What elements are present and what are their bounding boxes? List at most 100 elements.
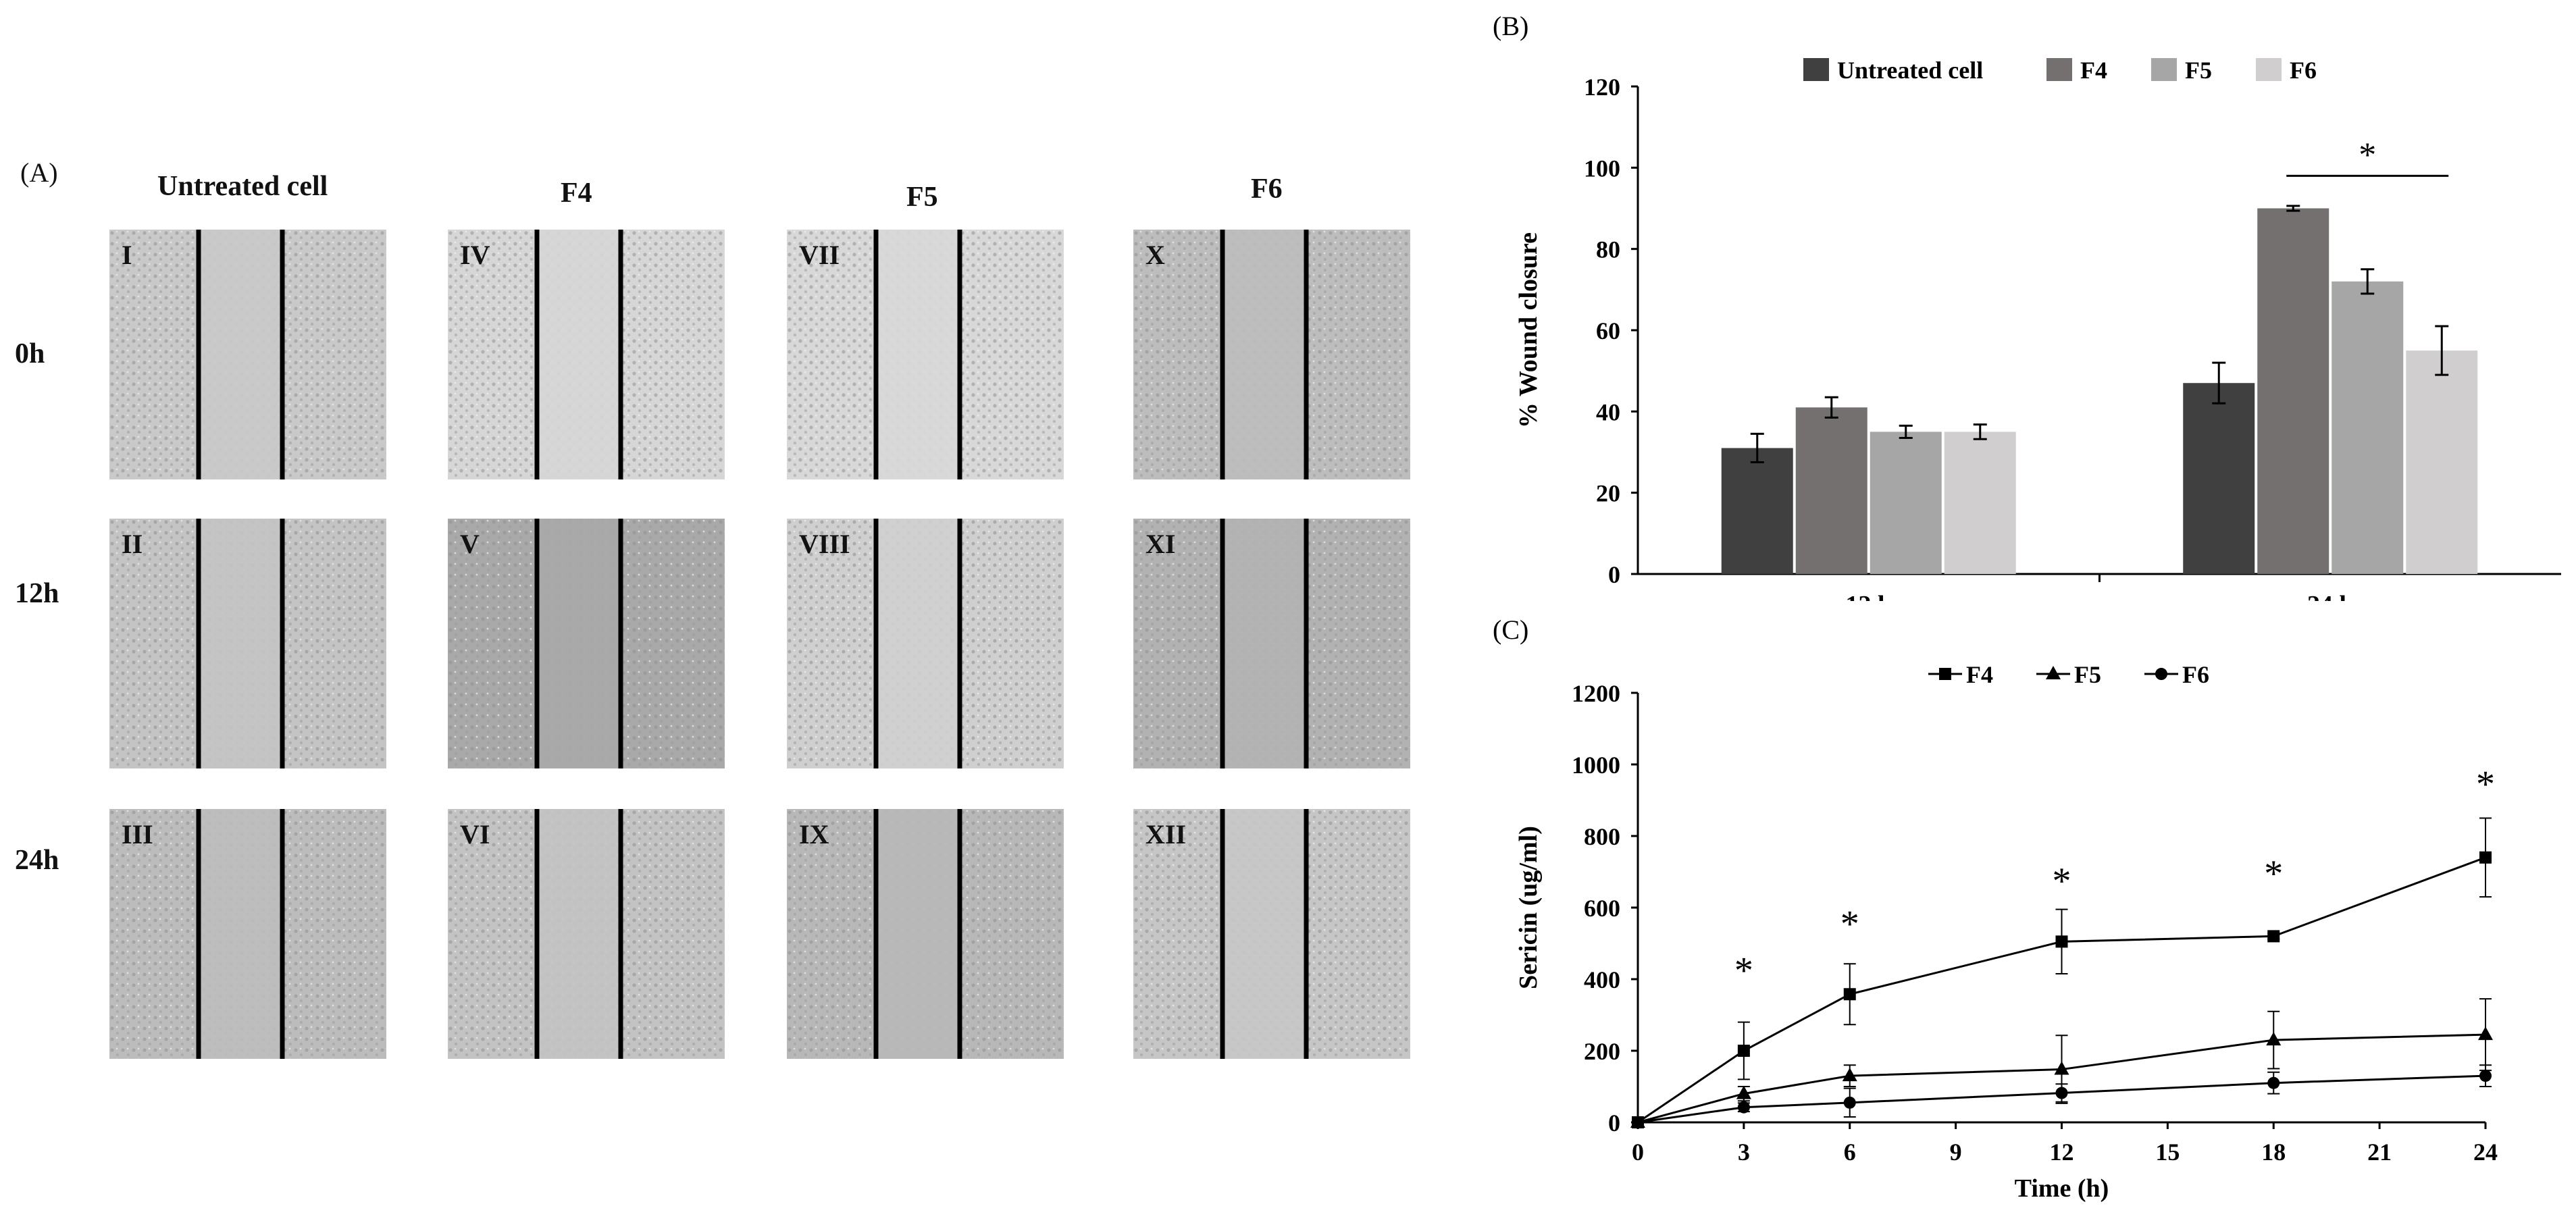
micrograph-label: IV xyxy=(460,240,490,270)
micrograph-iii: III xyxy=(109,809,386,1059)
data-point xyxy=(1737,1045,1750,1057)
series-line-f6 xyxy=(1637,1074,2486,1124)
micrograph-label: VIII xyxy=(799,529,850,559)
legend-label: F5 xyxy=(2074,661,2101,688)
micrograph-image xyxy=(787,519,1064,768)
data-point xyxy=(2478,1026,2493,1041)
data-point xyxy=(2054,1061,2069,1075)
legend-swatch xyxy=(2256,58,2282,81)
micrograph-image xyxy=(448,809,725,1059)
x-axis-title: Time (h) xyxy=(2015,1174,2109,1203)
chart-b-wound-closure: (B) 0 20 40 60 80 100 120 % Wound closure 12 h 24 … xyxy=(1493,11,2561,601)
legend-marker xyxy=(2155,668,2167,680)
legend-marker xyxy=(1939,668,1951,680)
micrograph-label: XII xyxy=(1145,819,1187,850)
y-tick-label: 80 xyxy=(1596,236,1620,263)
chart-c-sericin-release: (C) 0 200 400 600 800 1000 1200 0 3 6 9 12 15 18 21 24 Se… xyxy=(1493,615,2498,1203)
micrograph-label: II xyxy=(122,529,143,559)
bar xyxy=(2183,383,2255,574)
x-tick-label: 15 xyxy=(2155,1139,2180,1166)
y-tick-label: 1200 xyxy=(1572,680,1620,707)
micrograph-label: IX xyxy=(799,819,829,850)
y-tick-label: 800 xyxy=(1584,823,1620,850)
data-point xyxy=(2055,1087,2068,1099)
scratch-gap xyxy=(199,519,282,768)
significance-star: * xyxy=(2053,860,2071,902)
column-label-untreated: Untreated cell xyxy=(157,171,328,202)
bar xyxy=(2257,208,2329,574)
micrograph-v: V xyxy=(448,519,725,768)
data-point xyxy=(1842,1068,1857,1082)
column-label-f5: F5 xyxy=(906,182,938,213)
micrograph-label: X xyxy=(1145,240,1165,270)
x-tick-label: 12 h xyxy=(1845,591,1892,601)
y-axis-title: % Wound closure xyxy=(1514,232,1543,428)
legend-label: F5 xyxy=(2185,57,2212,84)
panel-a: (A) Untreated cell F4 F5 F6 0h 12h 24h I… xyxy=(15,157,1410,1059)
row-label-24h: 24h xyxy=(15,845,59,876)
micrograph-x: X xyxy=(1133,230,1410,479)
x-tick-label: 6 xyxy=(1844,1139,1856,1166)
x-tick-label: 18 xyxy=(2261,1139,2286,1166)
bar xyxy=(1944,432,2016,574)
scratch-gap xyxy=(199,230,282,479)
data-point xyxy=(2266,1032,2282,1046)
micrograph-label: VI xyxy=(460,819,490,850)
micrograph-image xyxy=(109,809,386,1059)
x-tick-label: 0 xyxy=(1632,1139,1644,1166)
micrograph-vi: VI xyxy=(448,809,725,1059)
y-tick-label: 0 xyxy=(1608,561,1620,588)
bar xyxy=(2406,350,2478,574)
panel-b-letter: (B) xyxy=(1493,11,1528,41)
x-tick-label: 24 h xyxy=(2307,591,2354,601)
micrograph-viii: VIII xyxy=(787,519,1064,768)
y-tick-label: 1000 xyxy=(1572,752,1620,779)
bar xyxy=(2332,281,2404,574)
data-point xyxy=(1632,1116,1644,1128)
data-point xyxy=(2479,1070,2492,1082)
y-tick-label: 600 xyxy=(1584,895,1620,922)
scratch-gap xyxy=(199,809,282,1059)
data-point xyxy=(1843,1096,1856,1109)
y-tick-label: 400 xyxy=(1584,966,1620,993)
micrograph-image xyxy=(1133,230,1410,479)
data-point xyxy=(1736,1085,1751,1099)
data-point xyxy=(1843,988,1856,1001)
legend-marker xyxy=(2046,666,2061,679)
y-tick-label: 40 xyxy=(1596,398,1620,425)
column-label-f4: F4 xyxy=(561,178,592,209)
x-tick-label: 12 xyxy=(2050,1139,2074,1166)
data-point xyxy=(2267,930,2280,943)
legend-label: Untreated cell xyxy=(1837,57,1983,84)
y-tick-label: 100 xyxy=(1584,155,1620,182)
data-point xyxy=(2055,935,2068,948)
x-tick-label: 3 xyxy=(1738,1139,1750,1166)
legend-label: F4 xyxy=(2080,57,2107,84)
micrograph-label: XI xyxy=(1145,529,1176,559)
x-tick-label: 21 xyxy=(2367,1139,2392,1166)
legend-swatch xyxy=(2151,58,2177,81)
micrograph-ix: IX xyxy=(787,809,1064,1059)
series-line-f4 xyxy=(1637,856,2486,1124)
micrograph-label: VII xyxy=(799,240,840,270)
bar xyxy=(1795,407,1867,574)
micrograph-i: I xyxy=(109,230,386,479)
micrograph-iv: IV xyxy=(448,230,725,479)
legend-swatch xyxy=(1803,58,1829,81)
legend-label: F6 xyxy=(2182,661,2209,688)
micrograph-image xyxy=(109,230,386,479)
micrograph-image xyxy=(1133,809,1410,1059)
micrograph-xi: XI xyxy=(1133,519,1410,768)
legend-label: F6 xyxy=(2290,57,2317,84)
significance-star: * xyxy=(2359,136,2376,174)
micrograph-image xyxy=(109,519,386,768)
scratch-gap xyxy=(1222,230,1306,479)
legend-label: F4 xyxy=(1966,661,1993,688)
micrograph-label: V xyxy=(460,529,480,559)
row-label-0h: 0h xyxy=(15,338,45,369)
column-label-f6: F6 xyxy=(1251,174,1283,205)
scratch-gap xyxy=(876,230,960,479)
micrograph-vii: VII xyxy=(787,230,1064,479)
micrograph-image xyxy=(448,519,725,768)
scratch-gap xyxy=(1222,519,1306,768)
